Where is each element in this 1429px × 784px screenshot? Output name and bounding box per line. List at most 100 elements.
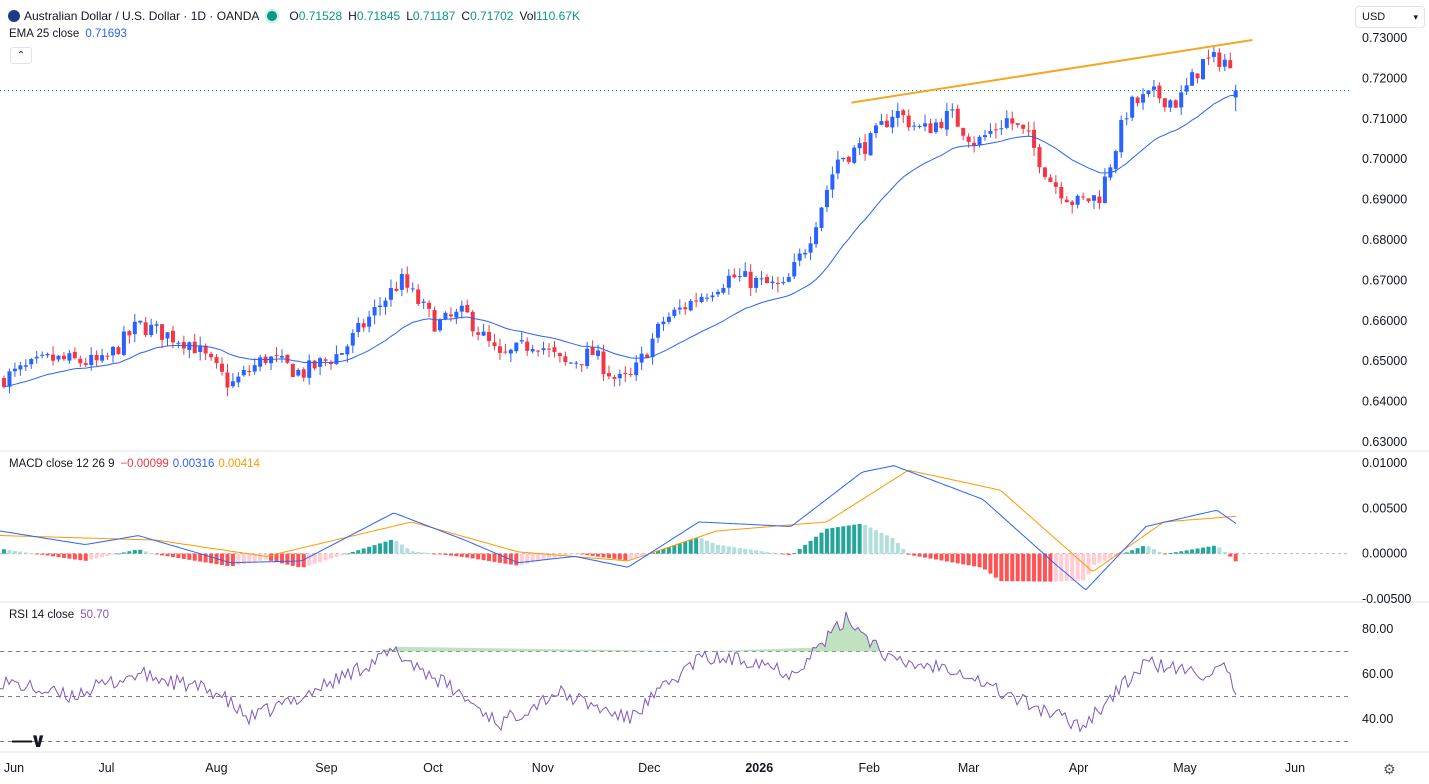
ema-legend-label: EMA 25 close [9,28,80,40]
macd-histogram-bar [1010,553,1015,582]
candle-body [590,347,595,356]
tradingview-logo[interactable]: —∨ [12,730,46,752]
macd-histogram-bar [1184,550,1189,554]
settings-gear-icon[interactable]: ⚙ [1383,761,1396,777]
macd-histogram-bar [585,553,590,556]
macd-histogram-bar [508,553,513,565]
macd-histogram-bar [187,553,192,560]
candle-body [209,353,214,358]
candle-body [236,376,241,383]
macd-histogram-bar [852,524,857,554]
candle-body [726,275,731,288]
macd-histogram-bar [132,550,137,554]
macd-histogram-bar [51,553,56,557]
candle-body [808,243,813,253]
candle-body [378,305,383,308]
macd-histogram-bar [203,553,208,563]
rsi-axis-tick: 40.00 [1362,712,1393,726]
macd-histogram-bar [677,543,682,554]
macd-histogram-bar [639,553,644,557]
currency-select[interactable]: USD ▾ [1355,6,1425,28]
candle-body [296,369,301,376]
macd-histogram-bar [748,549,753,554]
macd-histogram-bar [694,538,699,554]
candle-body [116,347,121,355]
macd-histogram-bar [1064,553,1069,582]
market-status-icon [267,11,278,21]
candle-body [438,319,442,331]
macd-histogram-bar [1015,553,1020,582]
macd-histogram-bar [154,553,159,555]
macd-histogram-bar [394,540,399,554]
candle-body [841,157,846,160]
macd-histogram-bar [2,549,6,554]
candle-body [40,354,45,356]
candles-group [2,47,1238,397]
candle-body [585,348,590,367]
candle-body [105,355,110,357]
candle-body [857,143,862,149]
macd-histogram-bar [388,539,393,554]
macd-histogram-bar [933,553,938,560]
ohlc-open-key: O [289,9,299,23]
candle-body [999,128,1004,130]
candle-body [1130,96,1135,118]
candle-body [1151,86,1156,90]
macd-signal-line [0,469,1237,572]
candle-body [634,362,639,376]
macd-histogram-bar [192,553,197,561]
candle-body [645,354,650,359]
ohlc-close-key: C [461,9,471,23]
candle-body [83,363,88,365]
ohlc-open-value: 0.71528 [298,9,343,23]
candle-body [252,365,257,372]
macd-histogram-bar [372,545,377,554]
macd-histogram-bar [879,532,884,554]
candle-body [481,331,486,336]
macd-histogram-bar [792,553,797,554]
macd-histogram-bar [814,536,819,554]
candle-body [149,324,154,336]
macd-histogram-bar [67,553,72,559]
collapse-legend-button[interactable]: ⌃ [10,47,32,64]
candle-body [852,147,857,163]
candle-body [274,355,279,357]
ema-legend[interactable]: EMA 25 close 0.71693 [9,28,127,40]
candle-body [923,123,928,127]
rsi-legend[interactable]: RSI 14 close 50.70 [9,609,109,621]
macd-histogram-bar [78,553,83,561]
price-axis-tick: 0.66000 [1362,314,1407,328]
macd-histogram-bar [606,553,611,559]
ohlc-high-key: H [348,9,357,23]
candle-body [94,354,99,361]
candle-body [1097,196,1102,204]
macd-histogram-bar [574,553,579,555]
macd-histogram-bar [743,548,748,554]
macd-histogram-bar [857,523,862,554]
symbol-title[interactable]: Australian Dollar / U.S. Dollar · 1D · O… [24,9,260,23]
time-axis-tick: Apr [1069,761,1088,775]
macd-histogram-bar [269,553,274,561]
candle-body [912,125,917,127]
macd-histogram-bar [1130,550,1135,554]
candle-body [1135,97,1140,104]
candle-body [895,110,900,118]
macd-histogram-bar [710,542,715,554]
candle-body [198,345,203,353]
macd-histogram-bar [247,553,252,563]
macd-histogram-bar [307,553,312,566]
candle-body [247,371,252,373]
candle-body [1211,52,1216,57]
candle-body [536,350,541,352]
macd-histogram-bar [61,553,66,558]
candle-body [547,348,551,350]
macd-histogram-bar [536,553,541,562]
candle-body [454,311,459,318]
macd-histogram-bar [590,553,595,556]
candle-body [443,312,448,320]
candle-body [367,316,372,327]
macd-legend[interactable]: MACD close 12 26 9 −0.00099 0.00316 0.00… [9,458,260,470]
price-axis-tick: 0.70000 [1362,152,1407,166]
candle-body [388,287,393,300]
